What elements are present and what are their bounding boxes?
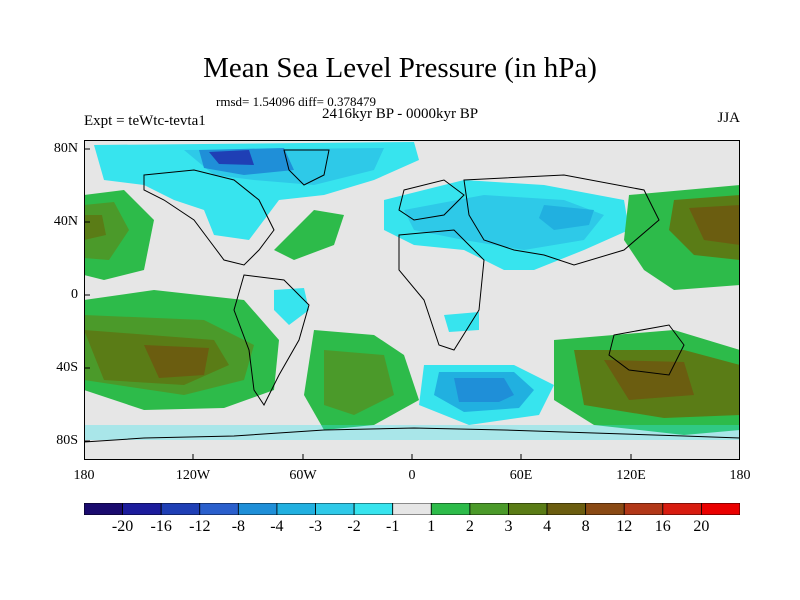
lat-label-80n: 80N	[53, 141, 78, 156]
coast-africa	[398, 229, 485, 351]
colorbar-swatch	[199, 503, 239, 515]
coast-antarctica	[84, 427, 740, 443]
low-africa	[444, 312, 479, 332]
colorbar-label: 4	[543, 518, 552, 535]
colorbar-label: 16	[654, 518, 671, 535]
colorbar-swatch	[315, 503, 355, 515]
colorbar-label: -4	[270, 518, 284, 535]
high-north-atlantic	[274, 210, 344, 260]
colorbar-swatch	[84, 503, 123, 515]
high-south-atlantic-core	[324, 350, 394, 415]
colorbar-label: -2	[347, 518, 361, 535]
coastlines	[84, 149, 740, 443]
colorbar-label: 12	[616, 518, 633, 535]
lon-label-0: 0	[408, 468, 416, 483]
high-north-pacific-east-inner	[689, 205, 740, 245]
colorbar-swatch	[430, 503, 471, 515]
colorbar-swatch	[469, 503, 509, 515]
coast-greenland	[283, 149, 330, 186]
colorbar-label: -1	[386, 518, 400, 535]
colorbar-swatch	[353, 503, 394, 515]
colorbar-label: 20	[693, 518, 710, 535]
lon-label-60e: 60E	[509, 468, 533, 483]
colorbar-swatch	[122, 503, 162, 515]
season-label: JJA	[717, 110, 740, 126]
colorbar-label: -16	[150, 518, 172, 535]
colorbar-label: -3	[308, 518, 323, 535]
lon-label-120e: 120E	[616, 468, 646, 483]
colorbar-swatch	[276, 503, 316, 515]
lat-label-0: 0	[71, 287, 78, 302]
colorbar-label: -20	[111, 518, 134, 535]
colorbar-label: 2	[465, 518, 474, 535]
colorbar-label: -12	[189, 518, 211, 535]
anomaly-fields	[84, 142, 740, 440]
low-central	[274, 288, 309, 325]
colorbar-swatch	[237, 503, 278, 515]
high-south-pacific-center	[144, 345, 209, 378]
high-north-pacific-west-inner	[84, 215, 106, 240]
experiment-label: Expt = teWtc-tevta1	[84, 113, 206, 129]
coast-asia	[463, 174, 660, 266]
colorbar-swatch	[392, 503, 432, 515]
colorbar-swatch	[508, 503, 548, 515]
lat-label-40n: 40N	[53, 214, 78, 229]
colorbar-swatch	[701, 503, 740, 515]
lon-label-180w: 180	[73, 468, 95, 483]
coast-europe	[398, 179, 465, 221]
low-eurasia-inner	[539, 205, 594, 230]
colorbar-swatch	[585, 503, 625, 515]
pressure-map	[84, 140, 740, 460]
colorbar-label: 3	[504, 518, 513, 535]
low-greenland-core	[209, 150, 254, 165]
colorbar	[84, 503, 740, 515]
lon-label-120w: 120W	[175, 468, 211, 483]
stats-subtitle: rmsd= 1.54096 diff= 0.378479	[216, 94, 376, 109]
colorbar-swatch	[160, 503, 201, 515]
map-title: Mean Sea Level Pressure (in hPa)	[203, 52, 597, 84]
lon-label-180e: 180	[729, 468, 751, 483]
antarctic-band	[84, 425, 740, 440]
lat-label-80s: 80S	[56, 433, 78, 448]
lon-label-60w: 60W	[289, 468, 317, 483]
lat-label-40s: 40S	[56, 360, 78, 375]
low-south-atlantic-inner	[454, 378, 514, 402]
coast-australia	[608, 324, 685, 376]
colorbar-swatch	[623, 503, 664, 515]
colorbar-swatch	[546, 503, 587, 515]
coast-south-america	[233, 274, 310, 406]
map-frame	[84, 140, 740, 460]
colorbar-label: -8	[231, 518, 246, 535]
period-subtitle: 2416kyr BP - 0000kyr BP	[322, 106, 479, 122]
colorbar-swatch	[662, 503, 702, 515]
colorbar-label: 8	[581, 518, 590, 535]
colorbar-label: 1	[427, 518, 436, 535]
coast-north-america	[143, 169, 275, 266]
